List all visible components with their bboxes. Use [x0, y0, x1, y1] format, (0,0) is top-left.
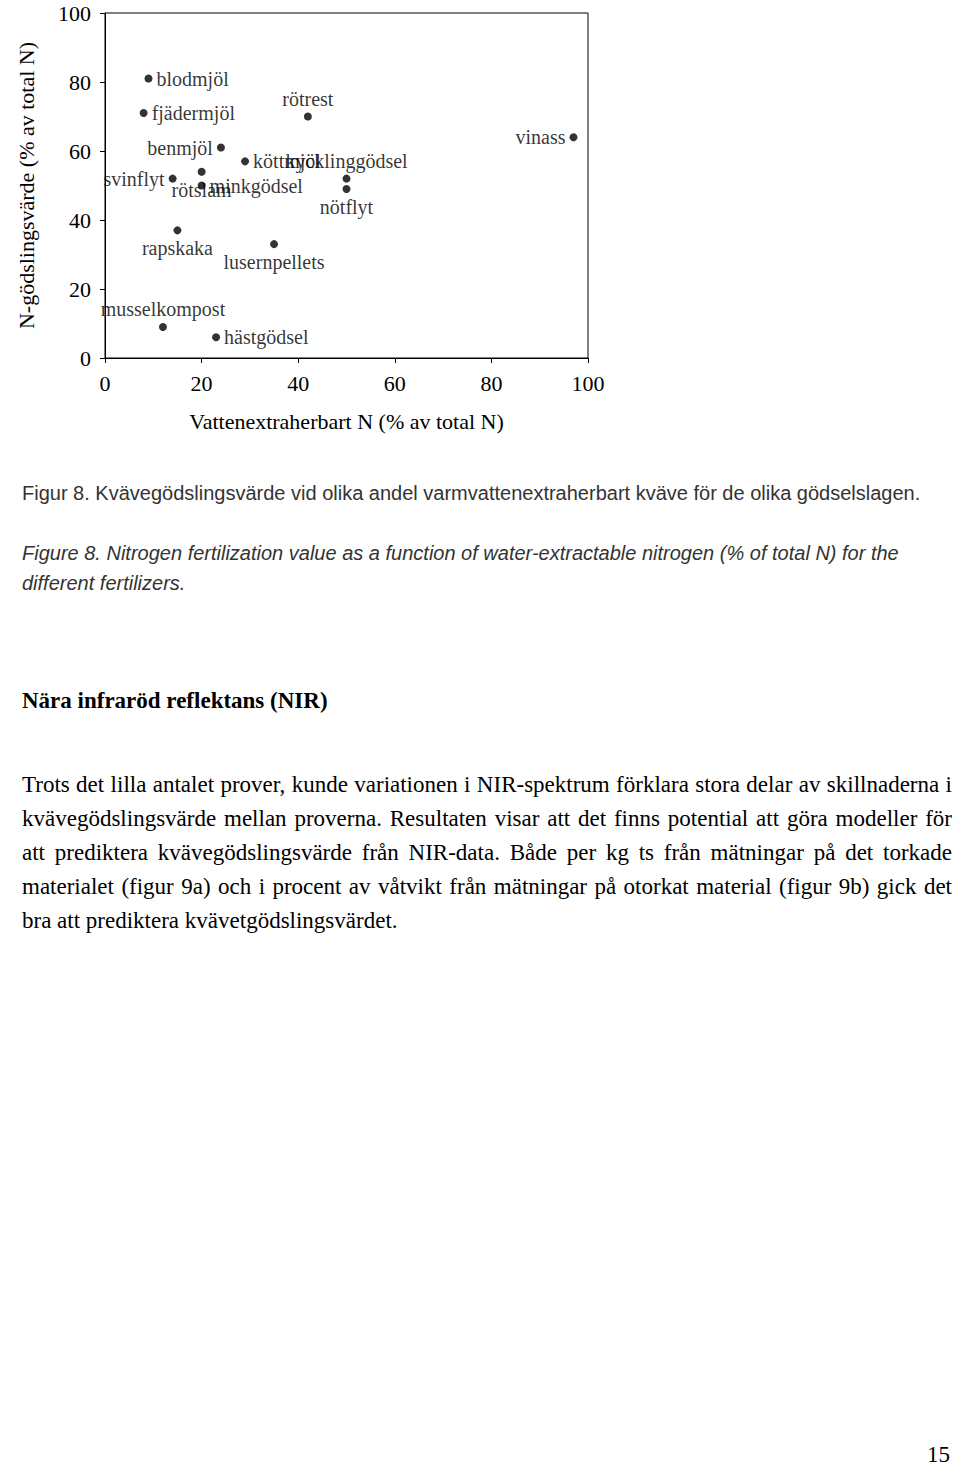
html-text:Figur 8. Kvävegödslingsvärde v: Figur 8. Kvävegödslingsvärde vid olika a…: [22, 482, 921, 504]
svg-text:minkgödsel: minkgödsel: [209, 174, 303, 197]
svg-text:0: 0: [80, 346, 91, 371]
svg-text:40: 40: [69, 208, 91, 233]
svg-text:20: 20: [69, 277, 91, 302]
svg-text:blodmjöl: blodmjöl: [156, 68, 229, 91]
svg-text:40: 40: [287, 371, 309, 396]
html-text:Nära infraröd reflektans (NIR): Nära infraröd reflektans (NIR): [22, 688, 328, 713]
svg-text:kycklinggödsel: kycklinggödsel: [285, 150, 408, 173]
svg-text:60: 60: [384, 371, 406, 396]
svg-text:rötslam: rötslam: [172, 179, 232, 201]
svg-text:musselkompost: musselkompost: [101, 298, 226, 321]
svg-text:N-gödslingsvärde (% av total N: N-gödslingsvärde (% av total N): [14, 42, 39, 329]
svg-text:20: 20: [191, 371, 213, 396]
svg-text:benmjöl: benmjöl: [147, 137, 213, 160]
html-text:Figure 8. Nitrogen fertilizati: Figure 8. Nitrogen fertilization value a…: [22, 542, 899, 594]
svg-text:nötflyt: nötflyt: [320, 196, 374, 219]
svg-text:svinflyt: svinflyt: [103, 168, 165, 191]
svg-text:Vattenextraherbart N (% av tot: Vattenextraherbart N (% av total N): [189, 409, 504, 434]
svg-text:fjädermjöl: fjädermjöl: [152, 102, 236, 125]
html-text:15: 15: [927, 1442, 950, 1467]
svg-text:lusernpellets: lusernpellets: [224, 251, 325, 274]
svg-text:0: 0: [100, 371, 111, 396]
svg-text:100: 100: [572, 371, 605, 396]
svg-text:rapskaka: rapskaka: [142, 237, 213, 260]
svg-text:hästgödsel: hästgödsel: [224, 326, 309, 349]
svg-text:80: 80: [69, 70, 91, 95]
svg-text:60: 60: [69, 139, 91, 164]
svg-text:vinass: vinass: [516, 126, 566, 148]
svg-text:rötrest: rötrest: [282, 88, 334, 110]
svg-text:80: 80: [480, 371, 502, 396]
svg-text:100: 100: [58, 1, 91, 26]
html-text:Trots det lilla antalet prover: Trots det lilla antalet prover, kunde va…: [22, 772, 952, 933]
